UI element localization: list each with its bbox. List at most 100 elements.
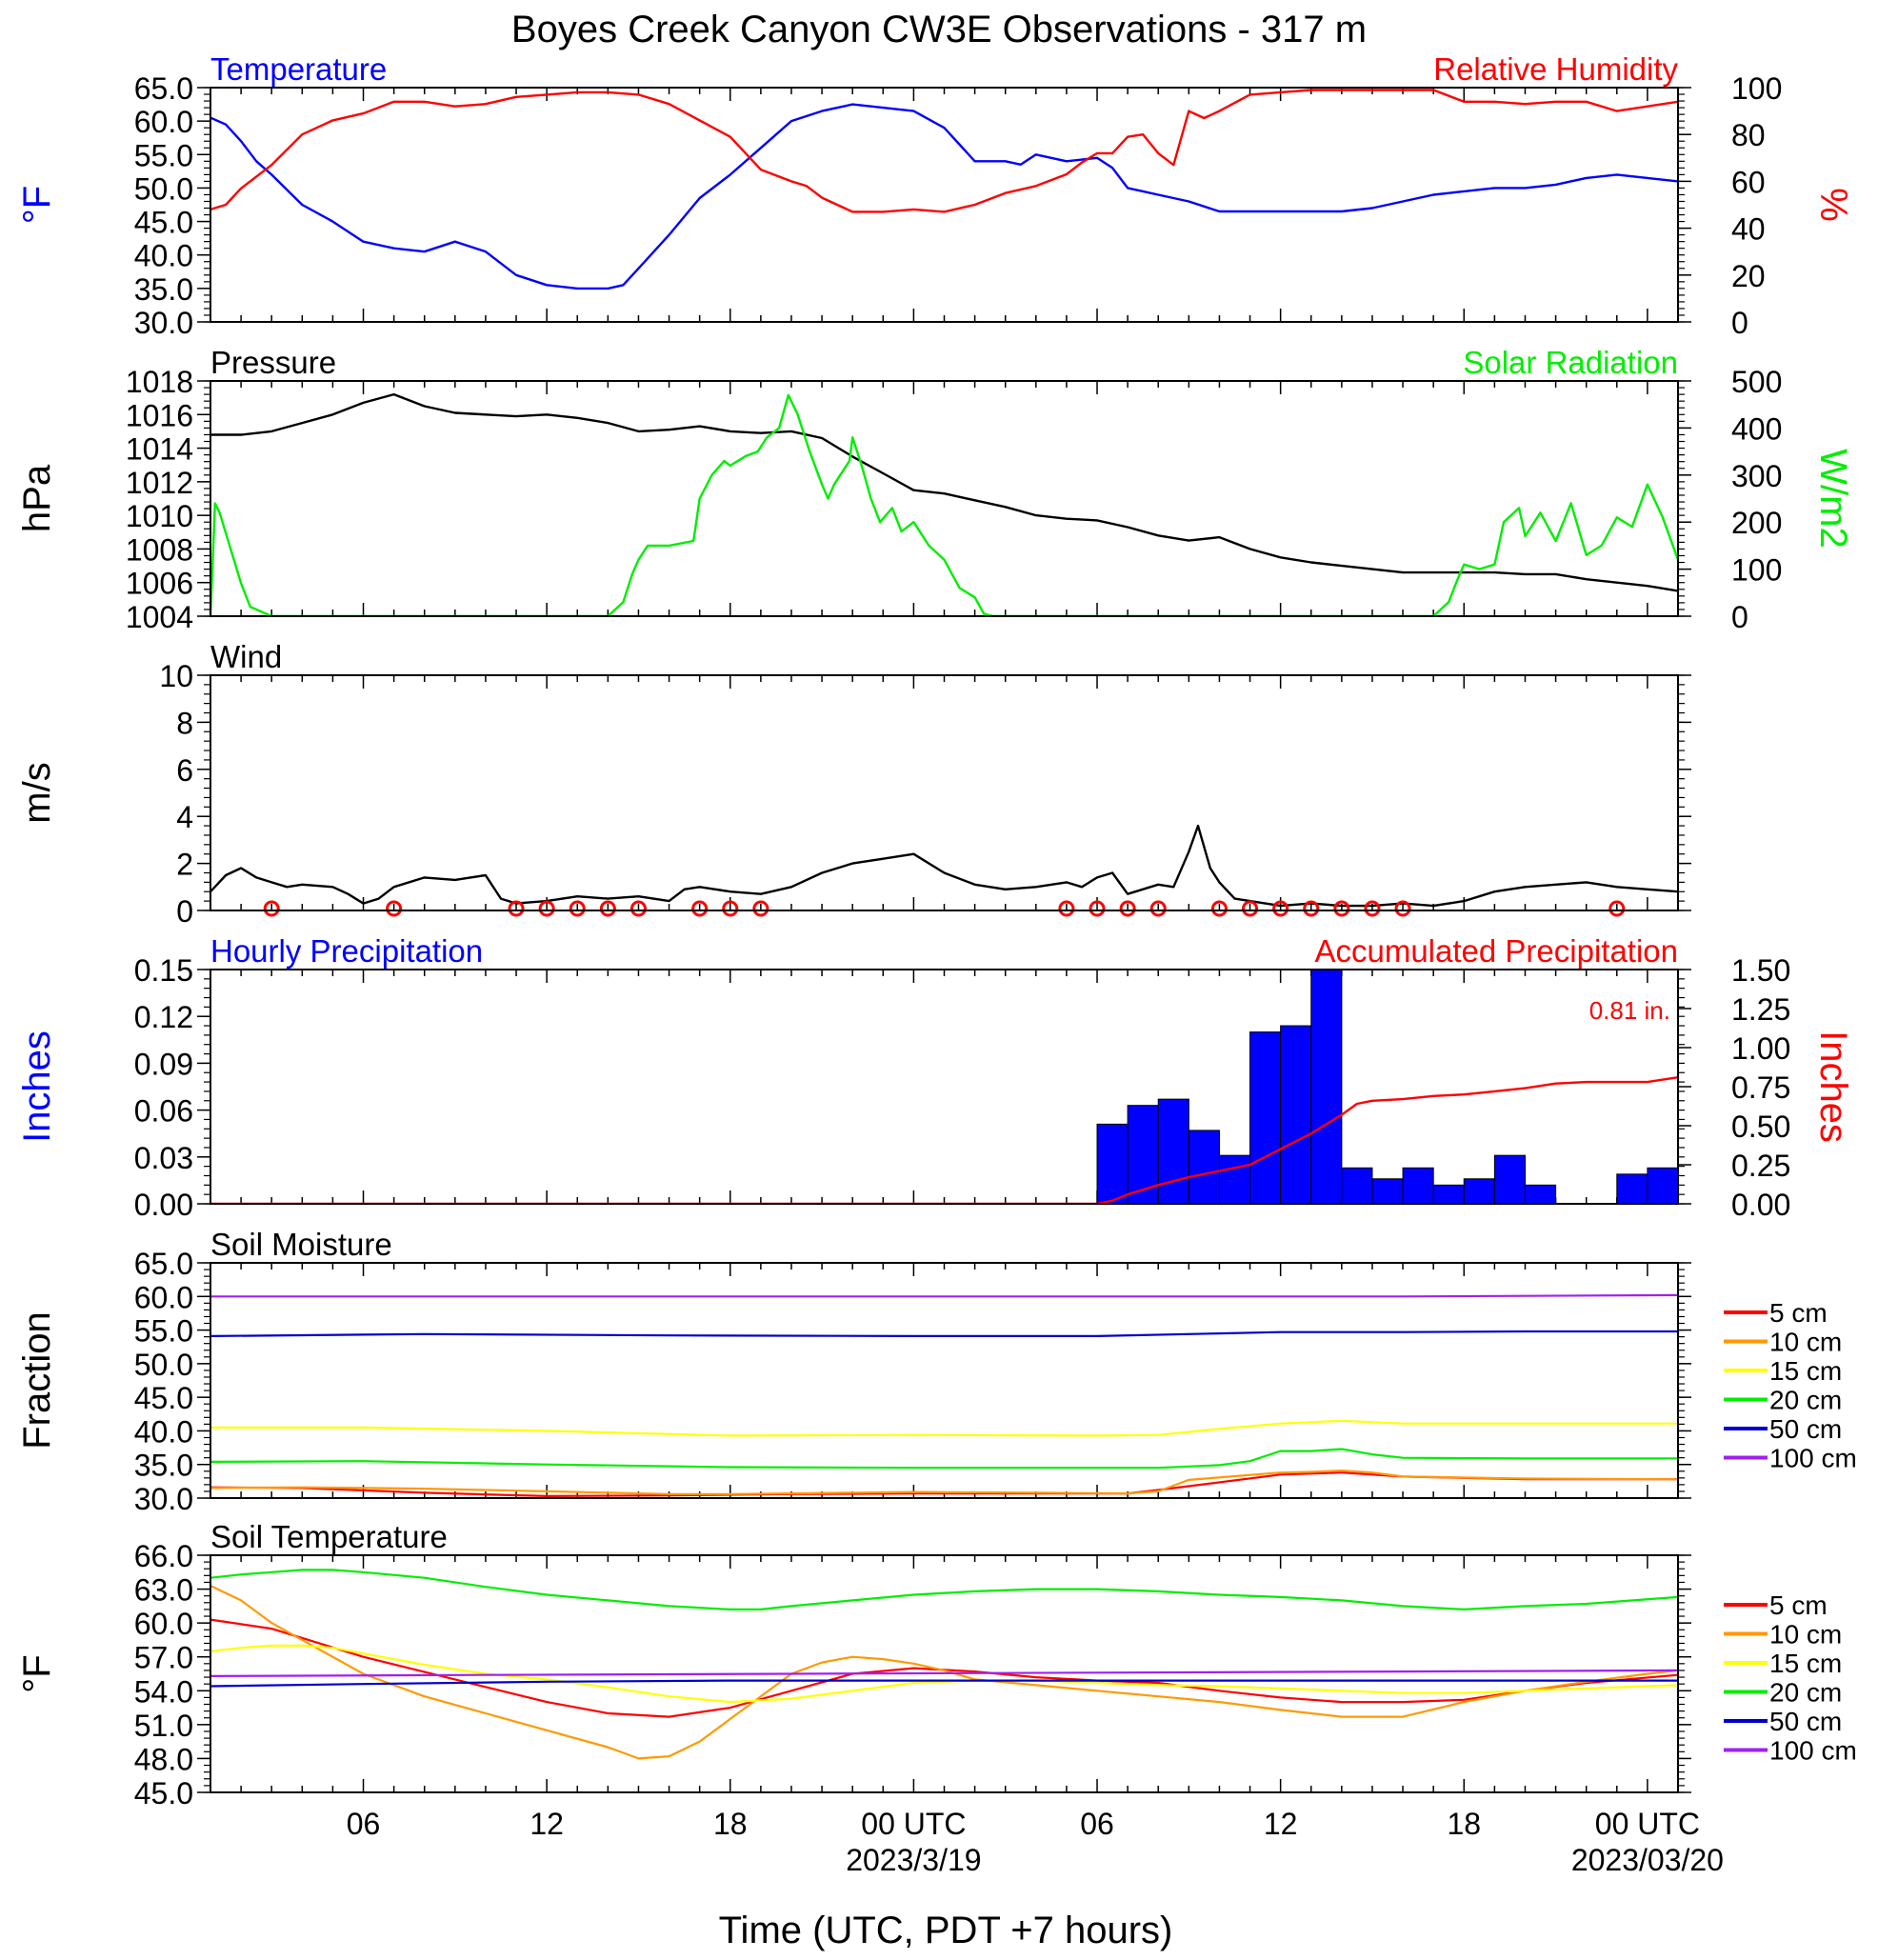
calm-wind-marker bbox=[538, 900, 555, 917]
calm-wind-marker bbox=[629, 900, 647, 917]
panel-frame bbox=[210, 87, 1679, 323]
panel-soil_temperature: 45.048.051.054.057.060.063.066.0 Soil Tem… bbox=[16, 1519, 1857, 1810]
y-tick-label: 40.0 bbox=[134, 1414, 193, 1449]
precip-bar bbox=[1249, 1031, 1282, 1204]
panel-title-left: Hourly Precipitation bbox=[210, 933, 483, 969]
calm-wind-marker bbox=[1394, 900, 1411, 917]
y-tick-label: 45.0 bbox=[134, 1381, 193, 1415]
y-tick-label: 54.0 bbox=[134, 1674, 193, 1709]
panel-temp_rh: 30.035.040.045.050.055.060.065.0 0 20 40 60 8… bbox=[16, 51, 1854, 340]
y-tick-label-right: 0.25 bbox=[1731, 1149, 1790, 1183]
chart-title: Boyes Creek Canyon CW3E Observations - 3… bbox=[511, 9, 1367, 50]
y-axis-label-right: % bbox=[1812, 188, 1854, 222]
y-axis-label: °F bbox=[16, 1654, 58, 1692]
y-tick-label-right: 100 bbox=[1731, 553, 1782, 588]
panel-title-left: Soil Temperature bbox=[210, 1519, 448, 1554]
legend-label: 15 cm bbox=[1769, 1356, 1842, 1386]
panel-title-left: Temperature bbox=[210, 51, 387, 87]
y-tick-label: 66.0 bbox=[134, 1539, 193, 1573]
y-tick-label: 51.0 bbox=[134, 1709, 193, 1743]
series-temperature bbox=[210, 103, 1678, 290]
y-tick-label: 45.0 bbox=[134, 1776, 193, 1810]
series-100-cm bbox=[210, 1293, 1678, 1298]
y-tick-label: 50.0 bbox=[134, 171, 193, 206]
y-tick-label: 0.06 bbox=[134, 1094, 193, 1129]
precip-total-annotation: 0.81 in. bbox=[1589, 996, 1670, 1025]
precip-bar bbox=[1493, 1154, 1526, 1204]
y-tick-label-right: 400 bbox=[1731, 411, 1782, 446]
legend-label: 100 cm bbox=[1769, 1444, 1857, 1473]
panels: 30.035.040.045.050.055.060.065.002040608… bbox=[16, 51, 1857, 1810]
calm-wind-marker bbox=[386, 900, 403, 917]
calm-wind-marker bbox=[1149, 900, 1167, 917]
series-15-cm bbox=[210, 1644, 1678, 1704]
precip-bar bbox=[1280, 1025, 1312, 1204]
y-tick-label-right: 200 bbox=[1731, 506, 1782, 540]
series-20-cm bbox=[210, 1448, 1678, 1470]
y-tick-label: 30.0 bbox=[134, 1482, 193, 1516]
y-tick-label-right: 0 bbox=[1731, 306, 1748, 340]
x-tick-label: 06 bbox=[1080, 1807, 1114, 1841]
y-tick-label: 55.0 bbox=[134, 138, 193, 172]
series-50-cm bbox=[210, 1679, 1678, 1688]
x-tick-label: 12 bbox=[529, 1807, 564, 1841]
panel-frame bbox=[210, 1554, 1679, 1793]
x-tick-label: 06 bbox=[347, 1807, 381, 1841]
y-tick-label: 0.00 bbox=[134, 1188, 193, 1222]
precip-bar bbox=[1432, 1184, 1465, 1204]
panel-wind: 0 2 4 6 8 10 Wind m/s bbox=[16, 639, 1691, 929]
panel-precip: 0.00 0.03 0.06 0.09 0.12 0.15 0.00 0.25 0.50 0.75… bbox=[16, 933, 1854, 1222]
y-tick-label: 8 bbox=[176, 706, 193, 740]
calm-wind-marker bbox=[1333, 900, 1350, 917]
y-axis-label: °F bbox=[16, 186, 58, 224]
series-solar-radiation bbox=[210, 393, 1678, 616]
y-tick-label: 48.0 bbox=[134, 1742, 193, 1776]
panel-soil_moisture: 30.035.040.045.050.055.060.065.0 Soil Moi… bbox=[16, 1227, 1857, 1516]
panel-title-right: Accumulated Precipitation bbox=[1314, 933, 1678, 969]
legend-label: 20 cm bbox=[1769, 1386, 1842, 1415]
calm-wind-marker bbox=[1242, 900, 1259, 917]
series-relative-humidity bbox=[210, 89, 1678, 213]
series-5-cm bbox=[210, 1618, 1678, 1718]
x-tick-label: 18 bbox=[1447, 1807, 1481, 1841]
precip-bar bbox=[1341, 1167, 1373, 1204]
legend-label: 15 cm bbox=[1769, 1649, 1842, 1678]
y-tick-label: 1008 bbox=[126, 532, 193, 567]
calm-wind-marker bbox=[1364, 900, 1381, 917]
y-tick-label: 50.0 bbox=[134, 1348, 193, 1382]
y-tick-label: 65.0 bbox=[134, 1247, 193, 1281]
precip-bar bbox=[1616, 1173, 1648, 1204]
y-tick-label: 1010 bbox=[126, 499, 193, 533]
precip-bar bbox=[1463, 1178, 1495, 1204]
legend-label: 100 cm bbox=[1769, 1736, 1857, 1766]
y-tick-label: 55.0 bbox=[134, 1314, 193, 1349]
y-tick-label-right: 100 bbox=[1731, 71, 1782, 106]
y-tick-label: 0.09 bbox=[134, 1047, 193, 1081]
y-axis-label: m/s bbox=[16, 762, 58, 823]
legend-label: 5 cm bbox=[1769, 1590, 1828, 1620]
y-tick-label: 60.0 bbox=[134, 1607, 193, 1641]
y-tick-label-right: 0.00 bbox=[1731, 1188, 1790, 1222]
legend-label: 50 cm bbox=[1769, 1707, 1842, 1736]
y-tick-label-right: 1.50 bbox=[1731, 953, 1790, 988]
y-tick-label-right: 40 bbox=[1731, 212, 1766, 247]
calm-wind-marker bbox=[1608, 900, 1626, 917]
x-tick-label: 00 UTC bbox=[861, 1807, 966, 1841]
series-10-cm bbox=[210, 1470, 1678, 1495]
y-tick-label-right: 80 bbox=[1731, 118, 1766, 152]
y-tick-label: 35.0 bbox=[134, 272, 193, 307]
calm-wind-marker bbox=[691, 900, 709, 917]
y-tick-label: 60.0 bbox=[134, 1280, 193, 1314]
x-tick-label: 18 bbox=[713, 1807, 748, 1841]
series-pressure bbox=[210, 392, 1678, 592]
calm-wind-marker bbox=[599, 900, 616, 917]
precip-bar bbox=[1096, 1123, 1129, 1204]
calm-wind-marker bbox=[263, 900, 280, 917]
plot-area bbox=[210, 392, 1678, 616]
x-tick-label: 00 UTC bbox=[1595, 1807, 1700, 1841]
y-tick-label-right: 300 bbox=[1731, 459, 1782, 493]
plot-area bbox=[210, 970, 1678, 1204]
precip-bar bbox=[1524, 1184, 1557, 1204]
